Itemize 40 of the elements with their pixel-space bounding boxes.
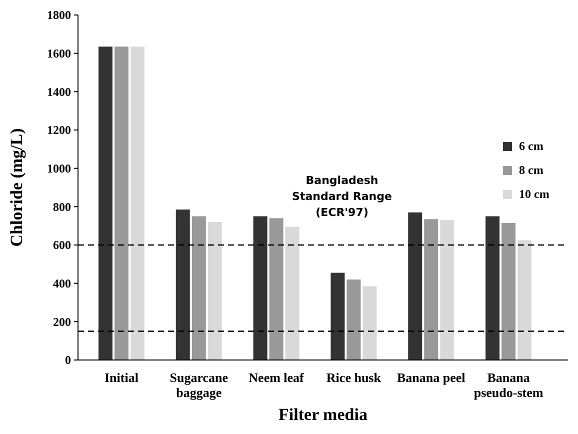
bar: [269, 218, 284, 360]
bar: [114, 46, 128, 360]
bar: [208, 222, 222, 360]
y-tick-label: 1000: [47, 162, 71, 176]
y-tick-label: 1400: [47, 84, 71, 99]
x-tick-label: Initial: [104, 370, 139, 385]
bar: [176, 210, 190, 360]
y-tick-label: 0: [65, 353, 71, 368]
bar: [285, 226, 300, 360]
legend-label: 10 cm: [519, 187, 550, 201]
bar: [424, 219, 438, 360]
y-tick-label: 1600: [47, 46, 71, 61]
bar: [330, 272, 345, 360]
x-tick-label: Rice husk: [326, 370, 382, 385]
y-tick-label: 800: [53, 200, 71, 214]
x-tick-label: Banana peel: [396, 370, 466, 385]
bar: [502, 222, 516, 360]
bar: [408, 212, 422, 360]
bar: [440, 220, 454, 360]
x-tick-label: Sugarcane baggage: [170, 370, 228, 400]
annotation: Bangladesh Standard Range (ECR'97): [292, 174, 392, 219]
y-tick-label: 200: [53, 314, 71, 329]
x-tick-label: Banana pseudo-stem: [474, 370, 544, 400]
bar: [253, 216, 268, 360]
bar: [130, 46, 144, 360]
bar: [346, 280, 361, 360]
bar: [518, 240, 532, 360]
legend-label: 6 cm: [519, 139, 544, 153]
y-tick-label: 400: [53, 276, 71, 291]
x-tick-label: Neem leaf: [248, 370, 305, 385]
y-tick-label: 1200: [47, 123, 71, 138]
y-axis-title: Chloride (mg/L): [7, 128, 26, 247]
y-tick-label: 1800: [47, 8, 71, 22]
bar: [486, 216, 500, 360]
x-axis-title: Filter media: [278, 405, 368, 424]
bar: [362, 286, 377, 360]
bar: [98, 46, 112, 360]
legend-label: 8 cm: [519, 163, 544, 177]
bar: [192, 216, 206, 360]
y-tick-label: 600: [53, 238, 71, 252]
